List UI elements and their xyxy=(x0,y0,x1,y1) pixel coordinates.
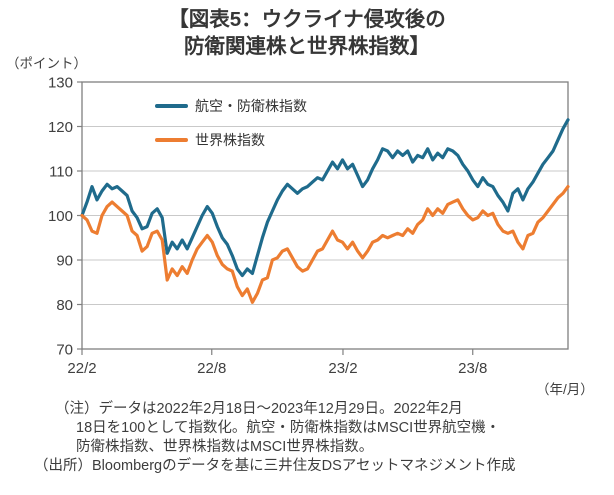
y-tick-label: 80 xyxy=(56,297,73,314)
y-tick-label: 90 xyxy=(56,253,73,270)
chart-title-line1: 【図表5：ウクライナ侵攻後の xyxy=(168,8,446,31)
note-line-2: 18日を100として指数化。航空・防衛株指数はMSCI世界航空機・ xyxy=(76,420,501,436)
world-series-label: 世界株指数 xyxy=(195,132,265,148)
y-tick-label: 130 xyxy=(48,75,73,92)
x-tick-label: 23/2 xyxy=(328,360,357,377)
note-line-1: （注）データは2022年2月18日～2023年12月29日。2022年2月 xyxy=(55,401,463,417)
y-axis-unit-label: （ポイント） xyxy=(6,56,87,71)
series-line-0 xyxy=(80,118,570,278)
note-line-3: 防衛株指数、世界株指数はMSCI世界株指数。 xyxy=(76,439,374,455)
y-tick-label: 100 xyxy=(48,208,73,225)
series-line-1 xyxy=(80,185,570,304)
x-tick-label: 23/8 xyxy=(458,360,487,377)
world-series-swatch xyxy=(155,138,188,142)
y-tick-label: 70 xyxy=(56,342,73,359)
y-tick-label: 120 xyxy=(48,119,73,136)
chart-title-line2: 防衛関連株と世界株指数】 xyxy=(184,35,430,58)
defense-series-label: 航空・防衛株指数 xyxy=(195,98,307,114)
x-tick-label: 22/2 xyxy=(67,360,96,377)
x-tick-label: 22/8 xyxy=(197,360,226,377)
source-label: （出所） xyxy=(34,458,92,474)
legend-item-world: 世界株指数 xyxy=(155,130,265,150)
legend-item-defense: 航空・防衛株指数 xyxy=(155,96,307,116)
source-line: （出所）Bloombergのデータを基に三井住友DSアセットマネジメント作成 xyxy=(34,458,516,474)
note-label: （注） xyxy=(55,401,99,417)
y-tick-label: 110 xyxy=(49,164,73,181)
defense-series-swatch xyxy=(155,104,188,108)
chart-title: 【図表5：ウクライナ侵攻後の 防衛関連株と世界株指数】 xyxy=(0,6,614,60)
x-axis-unit-label: （年/月） xyxy=(536,382,594,397)
